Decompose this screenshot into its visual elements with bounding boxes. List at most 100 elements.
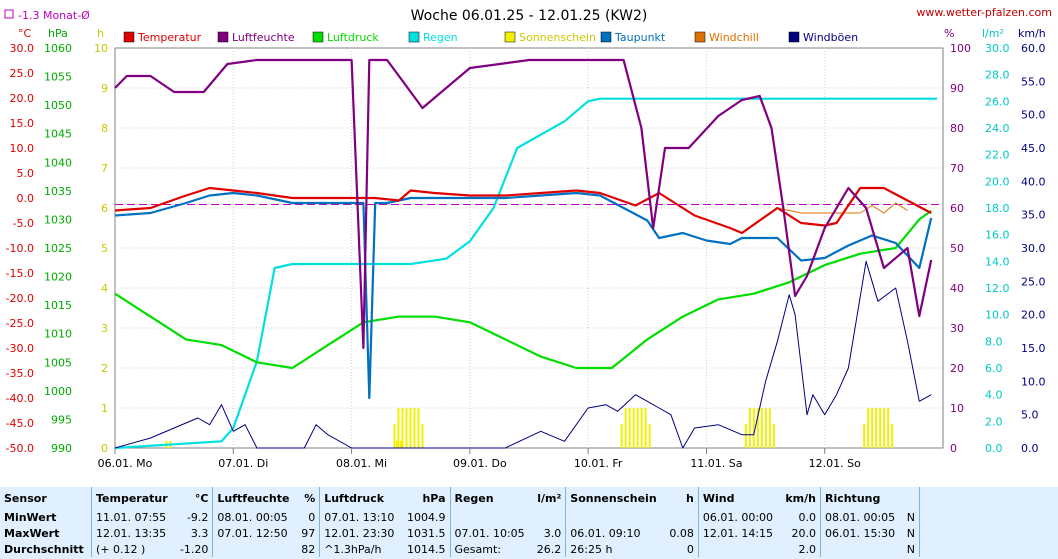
x-tick-label: 09.01. Do bbox=[453, 457, 507, 470]
series-line-luftfeuchte bbox=[114, 58, 933, 350]
stats-panel: Sensor Temperatur °C Luftfeuchte % Luftd… bbox=[0, 487, 1058, 559]
pressure-tick-label: 1035 bbox=[44, 185, 72, 198]
pressure-tick-label: 1010 bbox=[44, 328, 72, 341]
series-line-windchill bbox=[777, 202, 908, 214]
rain-tick-label: 2.0 bbox=[985, 415, 1003, 428]
wind-tick-label: 20.0 bbox=[1021, 309, 1046, 322]
cell: 0 bbox=[686, 542, 694, 556]
cell bbox=[532, 509, 566, 525]
header-pressure-unit: hPa bbox=[422, 491, 446, 505]
chart-title: Woche 06.01.25 - 12.01.25 (KW2) bbox=[411, 8, 648, 24]
row-label: MinWert bbox=[4, 510, 57, 524]
stats-row-max: MaxWert 12.01. 13:35 3.3 07.01. 12:50 97… bbox=[0, 525, 1058, 541]
cell bbox=[697, 541, 780, 557]
sun-tick-label: 6 bbox=[101, 202, 108, 215]
sun-tick-label: 2 bbox=[101, 362, 108, 375]
stats-header-row: Sensor Temperatur °C Luftfeuchte % Luftd… bbox=[0, 487, 1058, 509]
cell: 12.01. 23:30 bbox=[319, 525, 402, 541]
rain-tick-label: 18.0 bbox=[985, 202, 1010, 215]
cell: N bbox=[906, 542, 915, 556]
sun-tick-label: 9 bbox=[101, 82, 108, 95]
legend-label: Luftdruck bbox=[327, 31, 379, 44]
cell: 12.01. 14:15 bbox=[697, 525, 780, 541]
temp-tick-label: -35.0 bbox=[6, 367, 34, 380]
legend-label: Luftfeuchte bbox=[232, 31, 295, 44]
stats-row-min: MinWert 11.01. 07:55 -9.2 08.01. 00:05 0… bbox=[0, 509, 1058, 525]
monthly-avg-label: -1.3 Monat-Ø bbox=[18, 9, 90, 22]
humidity-tick-label: 90 bbox=[950, 82, 964, 95]
rain-tick-label: 20.0 bbox=[985, 175, 1010, 188]
temp-tick-label: 5.0 bbox=[17, 167, 35, 180]
rain-tick-label: 26.0 bbox=[985, 95, 1010, 108]
cell: 26:25 h bbox=[565, 541, 665, 557]
legend-swatch bbox=[312, 31, 324, 43]
temp-tick-label: -45.0 bbox=[6, 417, 34, 430]
x-tick-label: 12.01. So bbox=[809, 457, 861, 470]
cell: 1031.5 bbox=[407, 526, 446, 540]
temp-tick-label: -10.0 bbox=[6, 242, 34, 255]
cell: 0.08 bbox=[669, 526, 694, 540]
pressure-tick-label: 1050 bbox=[44, 99, 72, 112]
pressure-unit: hPa bbox=[48, 27, 68, 40]
row-label: Durchschnitt bbox=[4, 542, 84, 556]
header-direction: Richtung bbox=[819, 487, 903, 509]
rain-tick-label: 16.0 bbox=[985, 229, 1010, 242]
rain-tick-label: 4.0 bbox=[985, 389, 1003, 402]
temp-tick-label: 15.0 bbox=[10, 117, 35, 130]
cell: 06.01. 15:30 bbox=[819, 525, 903, 541]
cell: 0.0 bbox=[798, 510, 816, 524]
rain-tick-label: 12.0 bbox=[985, 282, 1010, 295]
cell: 07.01. 12:50 bbox=[212, 525, 297, 541]
cell: N bbox=[906, 510, 915, 524]
rain-tick-label: 8.0 bbox=[985, 335, 1003, 348]
cell-spacer bbox=[919, 509, 1058, 525]
x-tick-label: 10.01. Fr bbox=[574, 457, 623, 470]
temp-tick-label: -40.0 bbox=[6, 392, 34, 405]
pressure-tick-label: 1020 bbox=[44, 271, 72, 284]
grid bbox=[115, 48, 943, 448]
stats-row-avg: Durchschnitt (+ 0.12 ) -1.20 82 ^1.3hPa/… bbox=[0, 541, 1058, 557]
cell: 1014.5 bbox=[407, 542, 446, 556]
header-sensor: Sensor bbox=[4, 491, 47, 505]
legend-label: Windböen bbox=[803, 31, 858, 44]
cell: N bbox=[906, 526, 915, 540]
row-label: MaxWert bbox=[4, 526, 60, 540]
humidity-tick-label: 60 bbox=[950, 202, 964, 215]
cell: 07.01. 13:10 bbox=[319, 509, 402, 525]
pressure-tick-label: 1040 bbox=[44, 156, 72, 169]
pressure-tick-label: 1060 bbox=[44, 42, 72, 55]
rain-tick-label: 14.0 bbox=[985, 255, 1010, 268]
pressure-tick-label: 1045 bbox=[44, 128, 72, 141]
cell: 3.3 bbox=[190, 526, 209, 540]
wind-tick-label: 45.0 bbox=[1021, 142, 1046, 155]
cell: 08.01. 00:05 bbox=[819, 509, 903, 525]
header-temp: Temperatur bbox=[90, 487, 175, 509]
header-pressure: Luftdruck bbox=[319, 487, 402, 509]
legend: Temperatur Luftfeuchte Luftdruck Regen Sonne… bbox=[123, 31, 858, 44]
temp-tick-label: -15.0 bbox=[6, 267, 34, 280]
humidity-tick-label: 50 bbox=[950, 242, 964, 255]
cell: 1004.9 bbox=[407, 510, 446, 524]
humidity-unit: % bbox=[944, 27, 954, 40]
legend-swatch bbox=[694, 31, 706, 43]
sun-tick-label: 10 bbox=[94, 42, 108, 55]
wind-tick-label: 50.0 bbox=[1021, 109, 1046, 122]
temp-tick-label: -25.0 bbox=[6, 317, 34, 330]
series-line-windböen bbox=[114, 260, 932, 449]
temp-tick-label: -20.0 bbox=[6, 292, 34, 305]
sunshine-bars bbox=[165, 408, 894, 448]
cell: 12.01. 13:35 bbox=[90, 525, 175, 541]
rain-tick-label: 28.0 bbox=[985, 69, 1010, 82]
temp-tick-label: 30.0 bbox=[10, 42, 35, 55]
rain-unit: l/m² bbox=[982, 27, 1004, 40]
wind-tick-label: 15.0 bbox=[1021, 342, 1046, 355]
header-spacer bbox=[919, 487, 1058, 509]
temp-tick-label: 25.0 bbox=[10, 67, 35, 80]
cell: 08.01. 00:05 bbox=[212, 509, 297, 525]
sun-tick-label: 7 bbox=[101, 162, 108, 175]
wind-tick-label: 30.0 bbox=[1021, 242, 1046, 255]
monthly-avg-icon bbox=[4, 9, 14, 19]
cell: 06.01. 00:00 bbox=[697, 509, 780, 525]
humidity-tick-label: 10 bbox=[950, 402, 964, 415]
sun-tick-label: 5 bbox=[101, 242, 108, 255]
